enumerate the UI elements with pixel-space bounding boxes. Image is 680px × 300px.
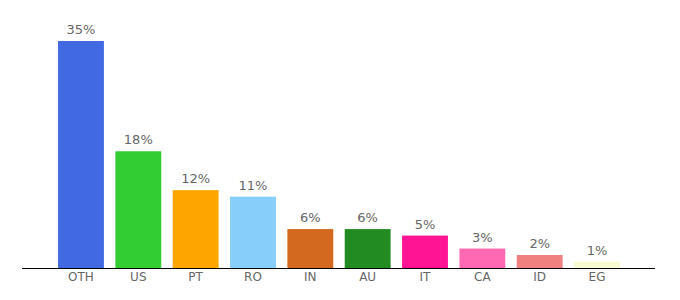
- data-label: 5%: [415, 217, 436, 232]
- bars: [58, 41, 620, 268]
- bar: [574, 262, 620, 268]
- x-axis-line: [22, 268, 655, 269]
- bar: [115, 151, 161, 268]
- x-tick-label: CA: [474, 270, 491, 284]
- data-label: 35%: [67, 22, 96, 37]
- x-axis: OTH US PT RO IN AU IT CA ID EG: [22, 269, 655, 285]
- bar-chart: 35% 18% 12% 11% 6% 6% 5% 3% 2% 1% OTH US PT RO IN AU IT C…: [0, 0, 680, 300]
- bar: [58, 41, 104, 268]
- x-tick-label: IN: [304, 270, 317, 284]
- data-label: 2%: [529, 236, 550, 251]
- x-tick-label: OTH: [68, 270, 94, 284]
- bar: [517, 255, 563, 268]
- x-tick-label: PT: [188, 270, 203, 284]
- data-label: 18%: [124, 132, 153, 147]
- data-label: 12%: [181, 171, 210, 186]
- data-label: 6%: [300, 210, 321, 225]
- bar: [459, 249, 505, 268]
- data-label: 11%: [239, 178, 268, 193]
- chart-container: 35% 18% 12% 11% 6% 6% 5% 3% 2% 1% OTH US PT RO IN AU IT C…: [0, 0, 680, 300]
- x-tick-label: ID: [533, 270, 546, 284]
- x-tick-label: AU: [359, 270, 376, 284]
- bar: [402, 236, 448, 268]
- x-tick-label: RO: [244, 270, 262, 284]
- data-label: 1%: [587, 243, 608, 258]
- data-label: 3%: [472, 230, 493, 245]
- data-label: 6%: [357, 210, 378, 225]
- bar: [287, 229, 333, 268]
- data-labels: 35% 18% 12% 11% 6% 6% 5% 3% 2% 1%: [67, 22, 608, 258]
- bar: [230, 197, 276, 268]
- x-tick-label: IT: [420, 270, 432, 284]
- bar: [345, 229, 391, 268]
- x-tick-label: EG: [589, 270, 606, 284]
- bar: [173, 190, 219, 268]
- x-tick-label: US: [130, 270, 146, 284]
